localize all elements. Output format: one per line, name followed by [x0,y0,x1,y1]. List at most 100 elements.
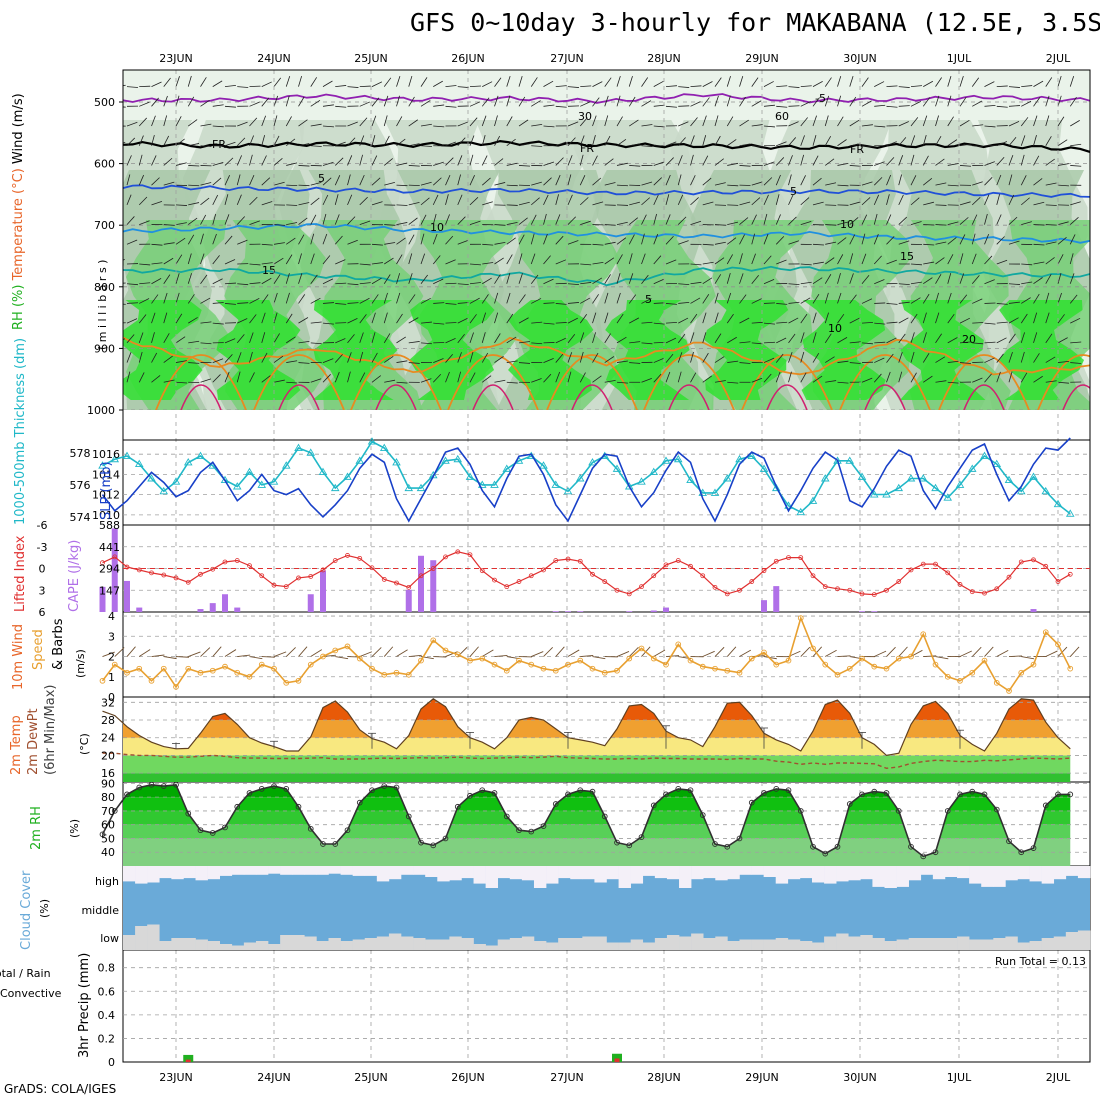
wind-barb [469,101,481,107]
lifted-index-point [1031,557,1036,563]
rh-series-point [442,835,449,842]
wind-barb [959,76,964,87]
pressure-tick-label: 600 [94,158,115,171]
wind-speed-series-point [871,663,878,670]
wind-barb [616,95,621,107]
wind-barb [788,301,800,304]
wind-barb [910,372,917,383]
wind-barb [726,75,731,87]
wind-barb [408,253,413,265]
wind-barb [408,294,416,304]
wind-barb [653,322,665,325]
thickness-series-point [196,451,205,459]
wind-barb [861,377,873,383]
cape-bar [307,594,314,612]
wind-barb [555,105,567,108]
precip-tick-label: 0.6 [98,985,116,998]
wind-barb [359,351,364,363]
wind-barb [249,351,253,363]
lifted-index-point [749,579,755,584]
wind-barb [347,239,358,245]
wind-barb [996,105,1008,108]
wind-barb [653,104,665,107]
wind-barb [947,75,952,87]
pressure-tick-label: 500 [94,96,115,109]
wind-barb [163,157,173,166]
wind-barb [286,237,296,245]
wind-barb-10m [592,656,606,660]
wind-ylabel-part: 10m Wind [11,624,26,690]
wind-barb-10m [310,649,323,657]
wind-barb [334,371,340,383]
wind-barb [629,165,641,167]
isotherm-line [546,354,638,410]
wind-barb [616,184,629,187]
wind-barb [151,262,163,265]
wind-barb [874,357,885,363]
wind-barb [236,371,241,383]
cloud-low-bar [582,936,595,950]
wind-barb [763,125,775,128]
wind-barb [763,341,776,344]
cape-bar [577,611,584,612]
wind-barb [310,99,321,107]
wind-barb [1020,117,1029,127]
rh-series-point [503,813,510,820]
cape-bar [111,528,118,612]
wind-barb [972,322,984,324]
wind-barb [286,360,298,363]
wind-barb [972,377,983,383]
wind-barb [677,155,683,166]
wind-barb [139,298,150,304]
cloud-low-bar [654,938,668,950]
wind-barb [751,298,762,304]
wind-barb-10m [984,646,994,657]
wind-barb [996,259,1008,265]
wind-barb [886,259,897,265]
cloud-low-bar [787,939,801,950]
wind-speed-series-point [981,657,988,664]
wind-barb [506,313,514,324]
wind-barb [972,124,984,127]
wind-barb [984,357,995,363]
cloud-low-bar [461,938,474,950]
wind-speed-series-point [1006,688,1012,694]
wind-barb [445,353,454,363]
wind-barb [103,375,111,383]
precip-total-label: Total / Rain [0,967,51,980]
wind-barb [751,342,763,345]
rh-series-point [724,843,731,850]
thickness-series-point [453,454,463,463]
cloud-low-bar [1053,936,1067,950]
wind-speed-series-point [908,653,914,660]
wind-barb [714,380,726,383]
wind-barb [922,332,927,343]
lifted-index-point [394,580,399,586]
wind-barb [151,332,155,343]
cloud-high-bar [1041,866,1055,884]
wind-speed-series-point [712,665,718,672]
wind-barb [469,154,474,166]
wind-speed-series-point [773,661,780,668]
wind-barb [347,352,352,363]
wind-speed-series-point [405,671,412,678]
rh-shade-region [215,300,301,400]
wind-barb [898,216,908,225]
wind-barb [273,181,285,186]
temp-series [102,698,1071,757]
thickness-series-point [355,456,365,464]
thickness-series-point [441,456,450,464]
wind-barb [579,197,589,206]
thickness-series-point [257,480,267,488]
lifted-index-point [369,565,375,571]
wind-barb [726,313,734,324]
wind-barb [322,302,334,304]
rh-series-point [895,808,902,814]
rh-series-point [859,791,865,798]
cape-bar [871,611,878,612]
thickness-series-point [367,437,377,445]
wind-barb [298,273,303,284]
cape-bar [418,555,424,612]
wind-barb [567,371,572,383]
